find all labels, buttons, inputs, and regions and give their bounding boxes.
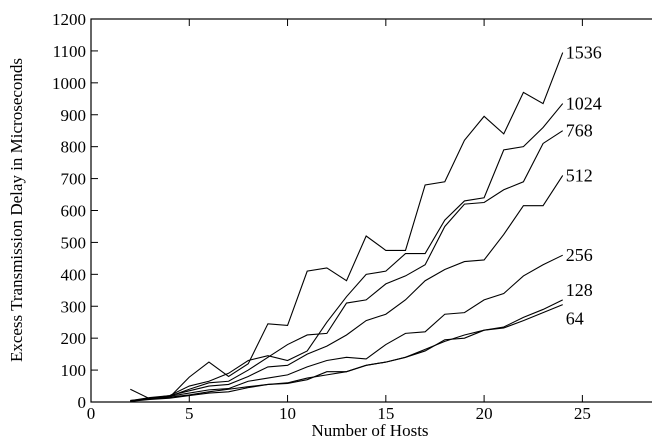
x-tick-label: 20 [476, 404, 493, 423]
y-tick-label: 700 [61, 170, 87, 189]
x-tick-label: 25 [574, 404, 591, 423]
y-tick-label: 1000 [52, 74, 86, 93]
series-label-1536: 1536 [566, 43, 602, 63]
x-axis: 051015202529 [87, 19, 591, 423]
y-tick-label: 300 [61, 297, 87, 316]
x-tick-label: 5 [185, 404, 194, 423]
y-axis-title: Excess Transmission Delay in Microsecond… [7, 58, 26, 362]
x-tick-label: 0 [87, 404, 96, 423]
series-line-1536 [130, 52, 564, 400]
plot-frame [90, 18, 652, 403]
y-tick-label: 900 [61, 106, 87, 125]
series-line-512 [130, 175, 564, 402]
x-tick-label: 15 [377, 404, 394, 423]
series-label-768: 768 [566, 121, 593, 141]
y-tick-label: 400 [61, 265, 87, 284]
y-tick-label: 200 [61, 329, 87, 348]
series-line-128 [130, 299, 563, 402]
series-label-128: 128 [566, 280, 593, 300]
series-line-256 [130, 254, 563, 401]
plot-border [90, 18, 652, 403]
x-tick-label: 10 [279, 404, 296, 423]
series-line-768 [130, 130, 564, 402]
x-axis-title: Number of Hosts [311, 421, 428, 439]
y-tick-label: 500 [61, 233, 87, 252]
y-tick-label: 100 [61, 361, 87, 380]
series-lines [130, 52, 564, 402]
series-label-64: 64 [566, 309, 584, 329]
y-tick-label: 1200 [52, 10, 86, 29]
y-tick-label: 0 [78, 393, 87, 412]
y-tick-label: 800 [61, 138, 87, 157]
series-line-1024 [130, 103, 564, 402]
y-tick-label: 1100 [53, 42, 86, 61]
series-label-256: 256 [566, 245, 593, 265]
y-axis: 0 100 200 300 400 500 600 700 800 900 1000 1100 1200 [52, 10, 98, 412]
series-label-1024: 1024 [566, 94, 602, 114]
series-labels: 64 128 256 512 768 1024 1536 [566, 43, 602, 329]
series-label-512: 512 [566, 165, 593, 185]
y-tick-label: 600 [61, 202, 87, 221]
